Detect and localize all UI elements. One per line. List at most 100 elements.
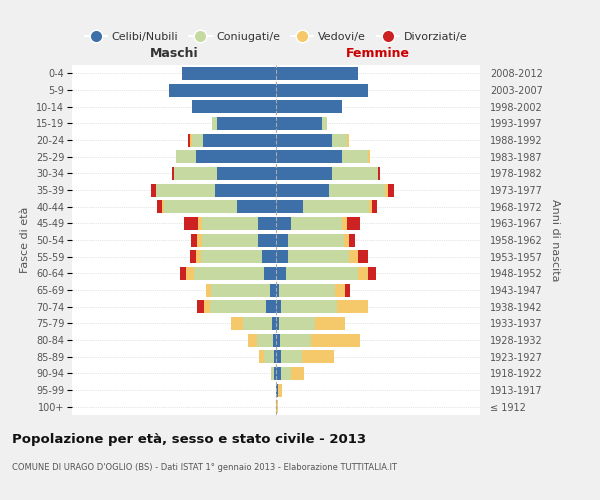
Bar bbox=[217, 117, 276, 130]
Bar bbox=[248, 334, 257, 346]
Bar bbox=[262, 250, 276, 263]
Bar bbox=[315, 317, 346, 330]
Bar bbox=[172, 167, 174, 180]
Bar bbox=[358, 267, 368, 280]
Y-axis label: Anni di nascita: Anni di nascita bbox=[550, 198, 560, 281]
Bar bbox=[344, 234, 349, 246]
Bar bbox=[184, 217, 199, 230]
Bar bbox=[182, 67, 276, 80]
Bar bbox=[276, 150, 342, 163]
Bar bbox=[276, 134, 332, 146]
Bar bbox=[257, 234, 276, 246]
Bar bbox=[231, 317, 244, 330]
Bar bbox=[288, 250, 349, 263]
Bar bbox=[157, 200, 162, 213]
Bar bbox=[274, 367, 276, 380]
Bar bbox=[349, 250, 358, 263]
Bar bbox=[347, 217, 359, 230]
Bar bbox=[276, 267, 286, 280]
Bar bbox=[211, 284, 270, 296]
Bar bbox=[257, 217, 276, 230]
Bar bbox=[186, 267, 194, 280]
Bar bbox=[212, 117, 217, 130]
Bar bbox=[302, 350, 334, 363]
Bar bbox=[266, 300, 276, 313]
Bar bbox=[191, 234, 197, 246]
Bar bbox=[276, 250, 288, 263]
Bar bbox=[311, 334, 359, 346]
Bar bbox=[385, 184, 388, 196]
Bar bbox=[276, 217, 292, 230]
Bar bbox=[276, 100, 342, 113]
Bar bbox=[264, 350, 274, 363]
Bar bbox=[276, 334, 280, 346]
Bar bbox=[286, 267, 358, 280]
Bar bbox=[199, 217, 202, 230]
Bar bbox=[197, 300, 203, 313]
Text: Popolazione per età, sesso e stato civile - 2013: Popolazione per età, sesso e stato civil… bbox=[12, 432, 366, 446]
Bar bbox=[337, 300, 368, 313]
Bar bbox=[194, 267, 264, 280]
Bar bbox=[276, 117, 322, 130]
Bar bbox=[276, 367, 281, 380]
Bar bbox=[276, 67, 358, 80]
Bar bbox=[188, 134, 190, 146]
Bar bbox=[347, 134, 349, 146]
Bar bbox=[272, 317, 276, 330]
Bar bbox=[302, 200, 369, 213]
Bar bbox=[342, 150, 368, 163]
Bar bbox=[203, 134, 276, 146]
Bar bbox=[162, 200, 164, 213]
Bar bbox=[202, 217, 257, 230]
Bar bbox=[151, 184, 155, 196]
Bar bbox=[276, 84, 368, 96]
Bar bbox=[281, 367, 292, 380]
Bar bbox=[292, 217, 342, 230]
Bar bbox=[169, 84, 276, 96]
Bar bbox=[257, 334, 273, 346]
Bar bbox=[215, 184, 276, 196]
Bar bbox=[332, 167, 378, 180]
Bar bbox=[276, 317, 279, 330]
Bar bbox=[276, 400, 278, 413]
Bar bbox=[273, 334, 276, 346]
Bar bbox=[203, 300, 210, 313]
Bar bbox=[164, 200, 237, 213]
Bar bbox=[332, 134, 347, 146]
Bar bbox=[264, 267, 276, 280]
Text: Maschi: Maschi bbox=[149, 47, 199, 60]
Bar bbox=[288, 234, 344, 246]
Bar bbox=[280, 334, 311, 346]
Bar bbox=[200, 250, 262, 263]
Bar bbox=[259, 350, 264, 363]
Bar bbox=[193, 134, 203, 146]
Bar bbox=[271, 367, 274, 380]
Bar bbox=[270, 284, 276, 296]
Bar bbox=[368, 267, 376, 280]
Bar bbox=[206, 284, 211, 296]
Bar bbox=[155, 184, 215, 196]
Bar bbox=[193, 100, 276, 113]
Bar bbox=[217, 167, 276, 180]
Bar bbox=[378, 167, 380, 180]
Bar bbox=[335, 284, 346, 296]
Bar bbox=[210, 300, 266, 313]
Bar bbox=[180, 267, 186, 280]
Bar bbox=[368, 150, 370, 163]
Bar bbox=[276, 234, 288, 246]
Bar bbox=[174, 167, 217, 180]
Bar bbox=[388, 184, 394, 196]
Bar bbox=[372, 200, 377, 213]
Bar bbox=[197, 234, 202, 246]
Bar bbox=[196, 150, 276, 163]
Bar bbox=[190, 134, 193, 146]
Text: Femmine: Femmine bbox=[346, 47, 410, 60]
Bar bbox=[274, 350, 276, 363]
Bar bbox=[237, 200, 276, 213]
Bar bbox=[279, 284, 335, 296]
Bar bbox=[358, 250, 368, 263]
Bar bbox=[349, 234, 355, 246]
Bar bbox=[176, 150, 196, 163]
Bar bbox=[276, 184, 329, 196]
Bar bbox=[278, 384, 282, 396]
